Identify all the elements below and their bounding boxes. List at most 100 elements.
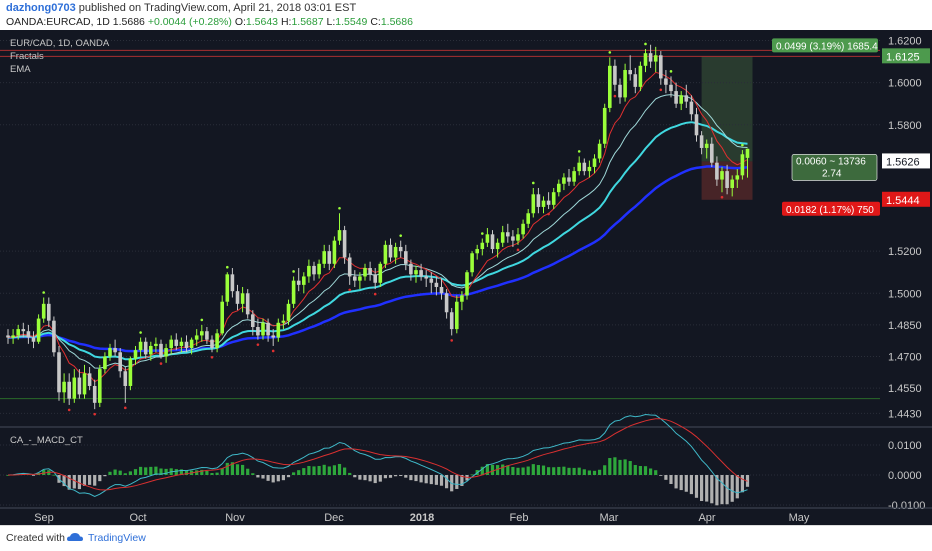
candle-body [210, 339, 214, 349]
candle-body [47, 303, 51, 321]
candle-body [240, 293, 245, 304]
y-tick-label: 1.6000 [888, 78, 922, 90]
y-tick-label: 1.5800 [888, 120, 922, 132]
legend-symbol: EUR/CAD, 1D, OANDA [10, 38, 110, 49]
candle-body [67, 381, 71, 399]
candle-body [429, 278, 434, 283]
candle-body [21, 329, 26, 332]
candle-body [500, 232, 505, 243]
macd-histogram-bar [536, 465, 540, 475]
x-tick-label: Sep [34, 512, 54, 524]
candle-body [36, 318, 41, 342]
candle-body [92, 385, 97, 403]
candle-body [409, 263, 413, 275]
macd-histogram-bar [659, 475, 663, 476]
macd-histogram-bar [358, 475, 362, 480]
macd-histogram-bar [159, 468, 163, 475]
macd-histogram-bar [531, 464, 535, 475]
candle-body [143, 341, 148, 355]
candle-body [189, 339, 194, 349]
candle-body [449, 312, 454, 330]
candle-body [643, 53, 648, 66]
candle-body [149, 345, 153, 355]
macd-histogram-bar [88, 475, 92, 485]
candle-body [684, 95, 689, 102]
candle-body [485, 234, 490, 243]
macd-histogram-bar [93, 475, 97, 486]
candle-body [133, 350, 138, 359]
macd-histogram-bar [353, 475, 357, 478]
macd-histogram-bar [439, 475, 444, 486]
open-value: 1.5643 [245, 16, 279, 28]
macd-histogram-bar [317, 465, 321, 475]
candle-body [235, 291, 240, 304]
ema-long-line [8, 165, 748, 353]
macd-histogram-bar [373, 475, 377, 484]
created-with-text: Created with [6, 532, 65, 544]
macd-histogram-bar [164, 468, 168, 475]
candle-body [373, 274, 377, 283]
x-tick-label: Nov [225, 512, 245, 524]
macd-histogram-bar [337, 463, 342, 475]
macd-histogram-bar [633, 465, 637, 475]
macd-histogram-bar [271, 475, 275, 483]
macd-histogram-bar [225, 462, 229, 475]
author-link[interactable]: dazhong0703 [6, 2, 76, 14]
macd-histogram-bar [705, 475, 709, 502]
tradingview-brand[interactable]: TradingView [88, 532, 146, 544]
macd-histogram-bar [195, 470, 199, 475]
macd-histogram-bar [123, 473, 127, 475]
candle-body [398, 246, 403, 252]
macd-histogram-bar [521, 467, 525, 475]
macd-histogram-bar [67, 475, 71, 490]
macd-histogram-bar [434, 475, 438, 485]
target-zone [701, 56, 753, 162]
fractal-down-marker [93, 412, 96, 416]
macd-histogram-bar [133, 469, 138, 475]
macd-histogram-bar [205, 470, 209, 475]
macd-histogram-bar [388, 475, 393, 478]
close-value: 1.5686 [380, 16, 413, 28]
macd-signal-line [8, 418, 748, 491]
candle-body [251, 314, 255, 327]
candle-body [378, 263, 383, 283]
macd-histogram-bar [144, 467, 148, 475]
candle-body [419, 270, 423, 277]
chart-area[interactable]: 1.6200 1.6000 1.5800 1.5200 1.5000 1.4850 1.47… [0, 30, 932, 525]
macd-histogram-bar [322, 464, 326, 475]
macd-histogram-bar [679, 475, 683, 491]
candle-body [225, 274, 230, 302]
low-label: L: [326, 16, 336, 28]
candle-body [653, 55, 658, 62]
macd-y-tick-label: -0.0100 [888, 500, 925, 512]
macd-histogram-bar [541, 465, 546, 475]
macd-histogram-bar [128, 471, 132, 475]
macd-histogram-bar [669, 475, 673, 484]
macd-histogram-bar [455, 475, 459, 489]
macd-histogram-bar [215, 472, 219, 475]
fractal-down-marker [348, 288, 352, 292]
candle-body [679, 95, 683, 104]
macd-histogram-bar [562, 466, 566, 475]
candle-body [266, 322, 270, 336]
candle-body [184, 341, 189, 349]
stop-label-box [782, 201, 880, 216]
candle-body [613, 65, 617, 85]
macd-histogram-bar [302, 468, 306, 475]
price-axis-panel [880, 30, 932, 525]
macd-histogram-bar [511, 466, 515, 475]
macd-histogram-bar [700, 475, 704, 502]
symbol-label: OANDA:EURCAD, 1D [6, 16, 110, 28]
candle-body [715, 162, 719, 180]
x-tick-label: Apr [698, 512, 715, 524]
candle-body [710, 143, 714, 163]
macd-histogram-bar [251, 473, 255, 475]
macd-histogram-bar [654, 470, 658, 475]
x-tick-label: Dec [324, 512, 344, 524]
macd-histogram-bar [424, 475, 428, 484]
chart-svg[interactable]: 1.6200 1.6000 1.5800 1.5200 1.5000 1.4850 1.47… [0, 30, 932, 525]
macd-histogram-bar [506, 465, 510, 475]
candle-body [567, 177, 571, 182]
macd-histogram-bar [394, 475, 398, 477]
candle-body [169, 339, 173, 349]
